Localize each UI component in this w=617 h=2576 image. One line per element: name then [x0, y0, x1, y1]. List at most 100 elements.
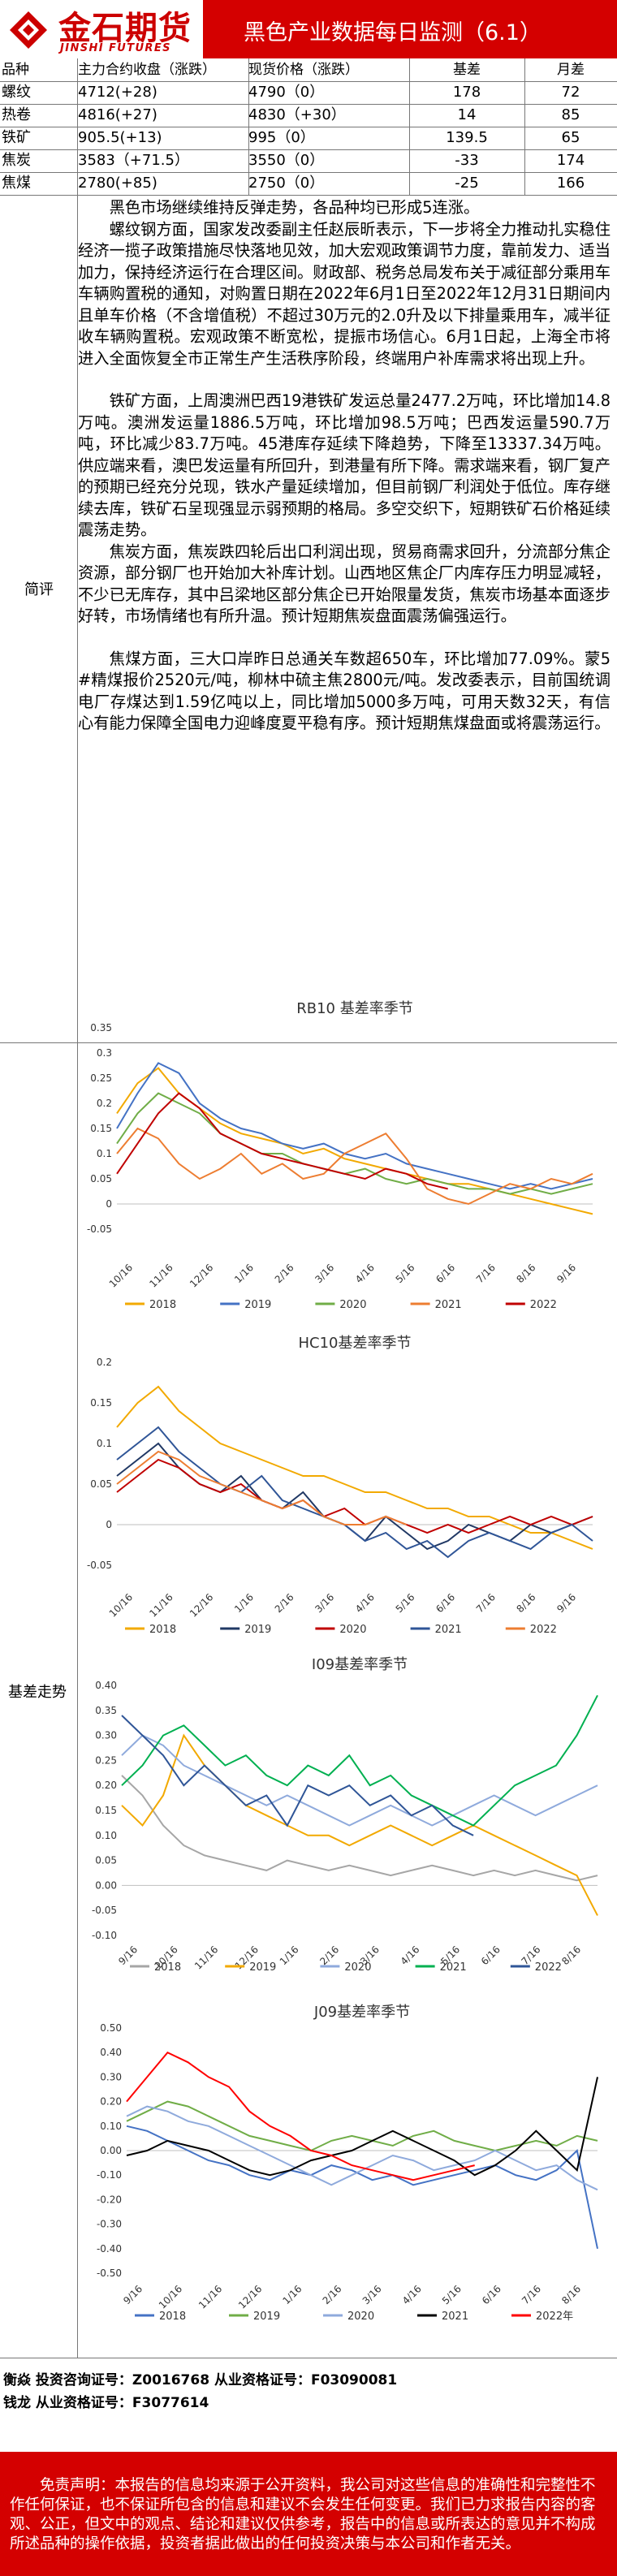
series-line [126, 2100, 598, 2152]
cell-variety: 焦煤 [2, 175, 31, 192]
cell-futures-close: 4816(+27) [78, 106, 157, 123]
header-cell-variety: 品种 [2, 62, 29, 78]
cell-futures-close: 2780(+85) [78, 175, 157, 192]
report-header: 金石期货 JINSHI FUTURES 黑色产业数据每日监测（6.1） [0, 0, 617, 58]
series-line [116, 1067, 593, 1215]
y-tick-label: -0.10 [97, 2169, 122, 2181]
y-tick-label: 0.25 [95, 1754, 117, 1766]
commentary-paragraph: 焦炭方面，焦炭跌四轮后出口利润出现，贸易商需求回升，分流部分焦企资源，部分钢厂也… [78, 542, 611, 626]
series-line [121, 1694, 598, 1827]
table-row: 铁矿 905.5(+13) 995（0） 139.5 65 [0, 127, 617, 150]
table-row: 焦煤 2780(+85) 2750（0） -25 166 [0, 172, 617, 196]
y-tick-label: 0 [106, 1198, 112, 1210]
cell-futures-close: 4712(+28) [78, 84, 157, 101]
x-tick-label: 9/16 [116, 1944, 140, 1967]
section-divider [0, 1042, 617, 1043]
x-tick-label: 3/16 [313, 1262, 336, 1285]
legend-label: 2019 [253, 2311, 280, 2323]
hc10-basis-chart: HC10基差率季节 0.2 0.15 0.1 0.05 0 -0.05 10/16 11/16 1… [87, 1335, 593, 1636]
cell-spread: 65 [561, 129, 580, 146]
logo-chinese-name: 金石期货 [58, 9, 192, 47]
cell-spread: 166 [556, 175, 585, 192]
chart-title: J09基差率季节 [313, 2004, 410, 2021]
cell-basis: -33 [455, 152, 479, 169]
legend-label: 2020 [344, 1961, 371, 1974]
x-tick-label: 4/16 [399, 1944, 422, 1967]
y-tick-label: -0.05 [87, 1223, 112, 1235]
chart-title: I09基差率季节 [312, 1656, 408, 1673]
comment-section-label: 简评 [24, 581, 54, 598]
cell-basis: 178 [452, 84, 481, 101]
analyst-contacts: 衡焱 投资咨询证号：Z0016768 从业资格证号：F03090081 钱龙 从… [3, 2369, 397, 2414]
x-tick-label: 12/16 [188, 1591, 215, 1619]
header-cell-basis: 基差 [453, 62, 481, 78]
cell-spread: 85 [561, 106, 580, 123]
x-tick-label: 9/16 [554, 1262, 578, 1285]
x-tick-label: 10/16 [157, 2283, 184, 2311]
table-row: 螺纹 4712(+28) 4790（0） 178 72 [0, 81, 617, 105]
y-tick-label: 0.1 [97, 1148, 112, 1159]
x-tick-label: 9/16 [121, 2283, 145, 2306]
y-tick-label: 0.10 [95, 1830, 117, 1841]
grid-divider [77, 58, 78, 2358]
cell-spot-price: 2750（0） [248, 175, 325, 192]
legend-label: 2018 [149, 1624, 176, 1636]
x-tick-label: 1/16 [232, 1591, 256, 1615]
analyst-line: 钱龙 从业资格证号：F3077614 [3, 2395, 209, 2411]
x-tick-label: 10/16 [107, 1262, 135, 1289]
cell-futures-close: 3583（+71.5） [78, 152, 189, 169]
cell-spot-price: 3550（0） [248, 152, 325, 169]
rb10-basis-chart: RB10 基差率季节 0.35 0.3 0.25 0.2 0.15 0.1 0.05 0 -0.0… [87, 1000, 593, 1311]
cell-basis: -25 [455, 175, 479, 192]
legend-label: 2022 [530, 1624, 557, 1636]
commentary-paragraph: 铁矿方面，上周澳洲巴西19港铁矿发运总量2477.2万吨，环比增加14.8万吨。… [78, 391, 611, 539]
cell-variety: 热卷 [2, 106, 31, 123]
x-tick-label: 5/16 [394, 1591, 417, 1615]
x-tick-label: 6/16 [434, 1591, 457, 1615]
chart-title: HC10基差率季节 [298, 1335, 411, 1352]
series-line [126, 2125, 598, 2250]
grid-divider [524, 58, 525, 195]
x-tick-label: 12/16 [236, 2283, 264, 2311]
y-tick-label: -0.30 [97, 2219, 122, 2230]
y-tick-label: 0.35 [90, 1022, 112, 1033]
series-line [121, 1733, 598, 1916]
series-line [121, 1715, 474, 1836]
y-tick-label: 0.05 [90, 1478, 112, 1490]
x-tick-label: 5/16 [440, 2283, 464, 2306]
y-tick-label: 0.00 [100, 2145, 122, 2156]
y-tick-label: 0.50 [100, 2022, 122, 2034]
x-tick-label: 8/16 [515, 1591, 538, 1615]
series-line [116, 1426, 593, 1559]
x-tick-label: 2/16 [273, 1262, 296, 1285]
table-row: 热卷 4816(+27) 4830（+30） 14 85 [0, 104, 617, 127]
series-line [121, 1775, 598, 1882]
y-tick-label: 0 [106, 1519, 112, 1530]
legend-label: 2022 [530, 1299, 557, 1311]
cell-spot-price: 995（0） [248, 129, 315, 146]
series-line [121, 1734, 598, 1827]
y-tick-label: 0.2 [97, 1357, 112, 1368]
commentary-paragraph: 螺纹钢方面，国家发改委副主任赵辰昕表示，下一步将全力推动扎实稳住经济一揽子政策措… [78, 219, 611, 368]
x-tick-label: 12/16 [188, 1262, 215, 1289]
series-line [116, 1450, 408, 1525]
y-tick-label: 0.35 [95, 1705, 117, 1716]
chart-title: RB10 基差率季节 [296, 1000, 412, 1017]
y-tick-label: 0.15 [90, 1397, 112, 1409]
x-tick-label: 8/16 [559, 2283, 583, 2306]
series-line [116, 1127, 593, 1206]
y-tick-label: 0.00 [95, 1879, 117, 1891]
table-row: 焦炭 3583（+71.5） 3550（0） -33 174 [0, 149, 617, 173]
cell-spread: 174 [556, 152, 585, 169]
y-tick-label: -0.40 [97, 2243, 122, 2255]
i09-basis-chart: I09基差率季节 0.40 0.35 0.30 0.25 0.20 0.15 0.10 0.05… [92, 1656, 598, 1974]
legend-label: 2020 [339, 1299, 366, 1311]
y-tick-label: 0.05 [95, 1855, 117, 1866]
y-tick-label: -0.50 [97, 2267, 122, 2279]
legend-label: 2021 [440, 1961, 467, 1974]
series-line [116, 1062, 593, 1190]
grid-divider [248, 58, 249, 195]
x-tick-label: 3/16 [313, 1591, 336, 1615]
x-tick-label: 11/16 [192, 1944, 220, 1971]
logo: 金石期货 JINSHI FUTURES [0, 0, 203, 58]
